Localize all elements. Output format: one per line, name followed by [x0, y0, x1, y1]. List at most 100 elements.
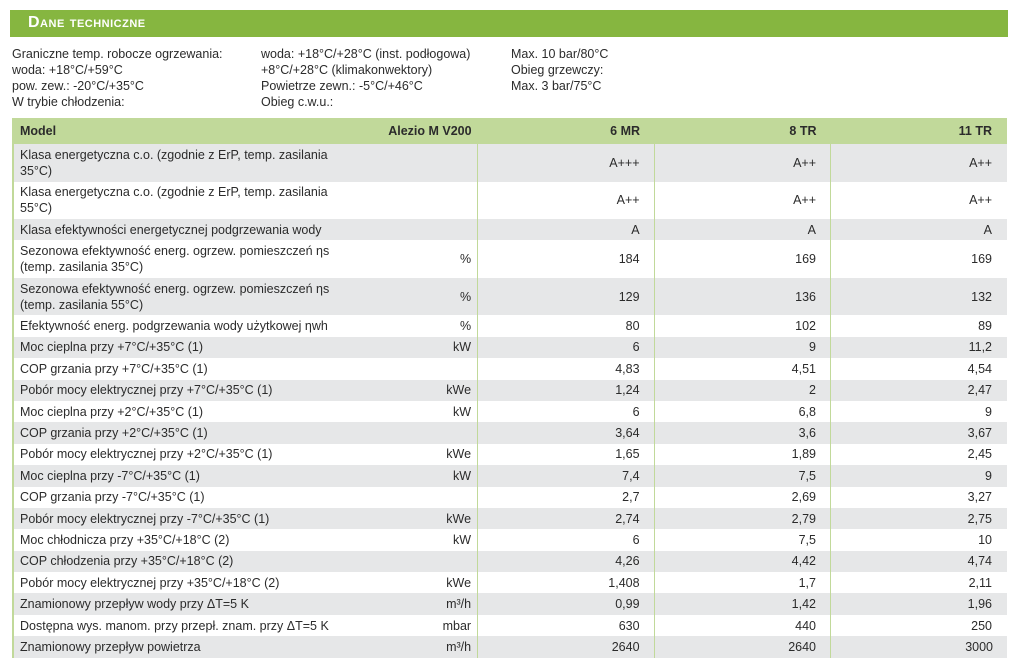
row-value: 2,45	[967, 447, 992, 462]
row-value: 3,64	[477, 422, 655, 444]
table-row: Pobór mocy elektrycznej przy +35°C/+18°C…	[13, 572, 1007, 594]
section-title: Dane techniczne	[28, 14, 146, 31]
row-value: 129	[477, 277, 655, 316]
row-label: Znamionowy przepływ wody przy ΔT=5 K	[13, 593, 362, 615]
info-line: Graniczne temp. robocze ogrzewania:	[12, 47, 223, 61]
row-label: COP chłodzenia przy +35°C/+18°C (2)	[13, 550, 362, 573]
table-row: Klasa energetyczna c.o. (zgodnie z ErP, …	[13, 144, 1007, 182]
row-value: 1,65	[477, 443, 655, 466]
row-unit: %	[361, 240, 479, 278]
row-value: A++	[654, 144, 832, 182]
row-label: Pobór mocy elektrycznej przy -7°C/+35°C …	[13, 507, 362, 530]
info-line: Max. 10 bar/80°C	[511, 47, 609, 61]
row-value: 9	[830, 465, 1007, 487]
row-unit	[361, 181, 479, 219]
row-label: Efektywność energ. podgrzewania wody uży…	[20, 319, 328, 334]
row-label: COP grzania przy -7°C/+35°C (1)	[20, 490, 205, 505]
table-row: Sezonowa efektywność energ. ogrzew. pomi…	[13, 240, 1007, 278]
row-value: A	[830, 219, 1007, 241]
header-model-1: 6 MR	[477, 118, 655, 144]
table-row: Moc cieplna przy +7°C/+35°C (1) kW 6 9 11,2	[13, 336, 1007, 359]
row-value: 9	[654, 336, 832, 359]
row-unit	[361, 550, 479, 573]
row-value: 4,74	[830, 550, 1007, 573]
row-value: A++	[969, 193, 992, 208]
row-value: 1,24	[477, 379, 655, 401]
table-row: Dostępna wys. manom. przy przepł. znam. …	[13, 614, 1007, 637]
row-value: 0,99	[477, 593, 655, 615]
row-value: 169	[654, 240, 832, 278]
specs-table: Model Alezio M V200 6 MR 8 TR 11 TR Klas…	[12, 118, 1008, 658]
row-unit: kWe	[361, 443, 479, 466]
row-value: A	[477, 219, 655, 241]
row-label: Znamionowy przepływ powietrza	[13, 636, 362, 658]
row-value: 6	[477, 529, 655, 551]
row-value: A+++	[477, 144, 655, 182]
row-value: 136	[654, 277, 832, 316]
row-label: Moc cieplna przy +2°C/+35°C (1)	[20, 404, 203, 419]
row-unit: kWe	[361, 572, 479, 594]
row-value: 6	[477, 400, 655, 423]
row-unit	[361, 422, 479, 444]
row-label: Pobór mocy elektrycznej przy +35°C/+18°C…	[20, 575, 280, 590]
row-value: 1,96	[830, 593, 1007, 615]
row-label: Moc chłodnicza przy +35°C/+18°C (2)	[20, 532, 230, 547]
row-value: 7,4	[477, 465, 655, 487]
row-value: 2	[654, 379, 832, 401]
row-value: 2,74	[477, 507, 655, 530]
row-label: Pobór mocy elektrycznej przy +2°C/+35°C …	[20, 447, 273, 462]
row-value: 132	[830, 277, 1007, 316]
info-line: Obieg c.w.u.:	[261, 95, 334, 109]
table-row: Znamionowy przepływ powietrza m³/h 2640 264…	[13, 636, 1007, 658]
table-row: COP grzania przy -7°C/+35°C (1) 2,7 2,69 3,…	[13, 486, 1007, 508]
info-line: +8°C/+28°C (klimakonwektory)	[261, 63, 433, 77]
info-col-2: woda: +18°C/+28°C (inst. podłogowa) +8°C…	[261, 46, 470, 110]
row-unit	[361, 486, 479, 508]
row-value: 2640	[477, 636, 655, 658]
info-line: pow. zew.: -20°C/+35°C	[12, 79, 144, 93]
row-value: 169	[971, 252, 992, 267]
row-label: Sezonowa efektywność energ. ogrzew. pomi…	[20, 244, 330, 275]
table-row: Sezonowa efektywność energ. ogrzew. pomi…	[13, 277, 1007, 316]
row-label: Sezonowa efektywność energ. ogrzew. pomi…	[13, 277, 362, 316]
info-col-3: Max. 10 bar/80°C Obieg grzewczy: Max. 3 …	[511, 46, 608, 94]
row-unit: kWe	[361, 379, 479, 401]
row-unit: kW	[361, 400, 479, 423]
header-model-2: 8 TR	[654, 118, 831, 144]
info-line: Max. 3 bar/75°C	[511, 79, 602, 93]
row-value: 1,89	[654, 443, 832, 466]
header-model-3: 11 TR	[830, 118, 1007, 144]
row-value: A++	[654, 181, 832, 219]
row-label: Dostępna wys. manom. przy przepł. znam. …	[20, 618, 329, 633]
row-unit: mbar	[361, 614, 479, 637]
table-header: Model Alezio M V200 6 MR 8 TR 11 TR	[13, 118, 1007, 144]
row-value: 2,69	[654, 486, 832, 508]
row-value: 440	[654, 614, 832, 637]
row-value: 7,5	[654, 465, 832, 487]
table-row: COP grzania przy +7°C/+35°C (1) 4,83 4,51 4…	[13, 358, 1007, 380]
row-value: 2640	[654, 636, 832, 658]
table-row: Klasa efektywności energetycznej podgrze…	[13, 219, 1007, 241]
table-row: Pobór mocy elektrycznej przy -7°C/+35°C …	[13, 507, 1007, 530]
row-value: A++	[830, 144, 1007, 182]
table-row: Moc cieplna przy -7°C/+35°C (1) kW 7,4 7,5 9	[13, 465, 1007, 487]
row-value: 4,83	[477, 358, 655, 380]
section-header: Dane techniczne	[10, 10, 1008, 37]
row-value: 1,42	[654, 593, 832, 615]
row-value: 11,2	[830, 336, 1007, 359]
row-value: 3,67	[830, 422, 1007, 444]
header-series: Alezio M V200	[361, 118, 478, 144]
row-value: 2,11	[968, 575, 992, 590]
row-value: 6,8	[654, 400, 832, 423]
info-line: Obieg grzewczy:	[511, 63, 604, 77]
row-label: Klasa efektywności energetycznej podgrze…	[13, 219, 362, 241]
row-unit: %	[361, 315, 479, 337]
row-value: 3,6	[654, 422, 832, 444]
info-col-1: Graniczne temp. robocze ogrzewania: woda…	[12, 46, 223, 110]
table-row: Klasa energetyczna c.o. (zgodnie z ErP, …	[13, 181, 1007, 219]
row-value: 2,79	[654, 507, 832, 530]
row-unit: %	[361, 277, 479, 316]
table-row: Pobór mocy elektrycznej przy +2°C/+35°C …	[13, 443, 1007, 466]
row-value: 1,7	[654, 572, 832, 594]
